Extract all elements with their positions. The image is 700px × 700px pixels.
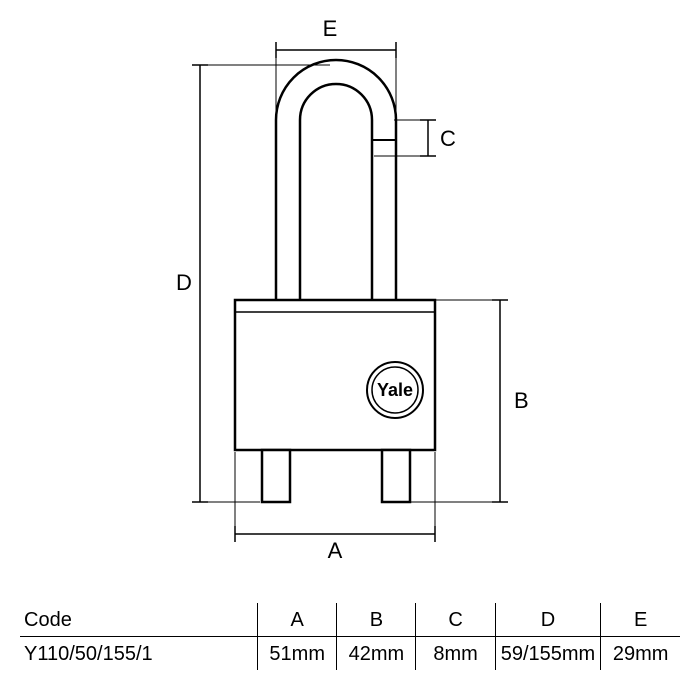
- leg-right: [382, 450, 410, 502]
- leg-left: [262, 450, 290, 502]
- shackle-outer: [276, 60, 396, 300]
- col-C-header: C: [416, 603, 495, 637]
- cell-code: Y110/50/155/1: [20, 637, 258, 671]
- cell-C: 8mm: [416, 637, 495, 671]
- col-B-header: B: [337, 603, 416, 637]
- dim-C: C: [374, 120, 456, 156]
- table-header-row: Code A B C D E: [20, 603, 680, 637]
- cell-D: 59/155mm: [495, 637, 601, 671]
- dim-A-label: A: [328, 538, 343, 563]
- col-A-header: A: [258, 603, 337, 637]
- table-row: Y110/50/155/1 51mm 42mm 8mm 59/155mm 29m…: [20, 637, 680, 671]
- col-D-header: D: [495, 603, 601, 637]
- dim-E-label: E: [323, 16, 338, 41]
- cell-E: 29mm: [601, 637, 680, 671]
- dim-C-label: C: [440, 126, 456, 151]
- cell-B: 42mm: [337, 637, 416, 671]
- dimensions-table: Code A B C D E Y110/50/155/1 51mm 42mm 8…: [20, 603, 680, 670]
- dim-D-label: D: [176, 270, 192, 295]
- padlock-body: [235, 300, 435, 450]
- dim-B-label: B: [514, 388, 529, 413]
- padlock-diagram: Yale D E: [0, 0, 700, 590]
- col-code-header: Code: [20, 603, 258, 637]
- col-E-header: E: [601, 603, 680, 637]
- shackle-inner: [300, 84, 372, 300]
- page: Yale D E: [0, 0, 700, 700]
- dim-E: E: [276, 16, 396, 118]
- cell-A: 51mm: [258, 637, 337, 671]
- brand-text: Yale: [377, 380, 413, 400]
